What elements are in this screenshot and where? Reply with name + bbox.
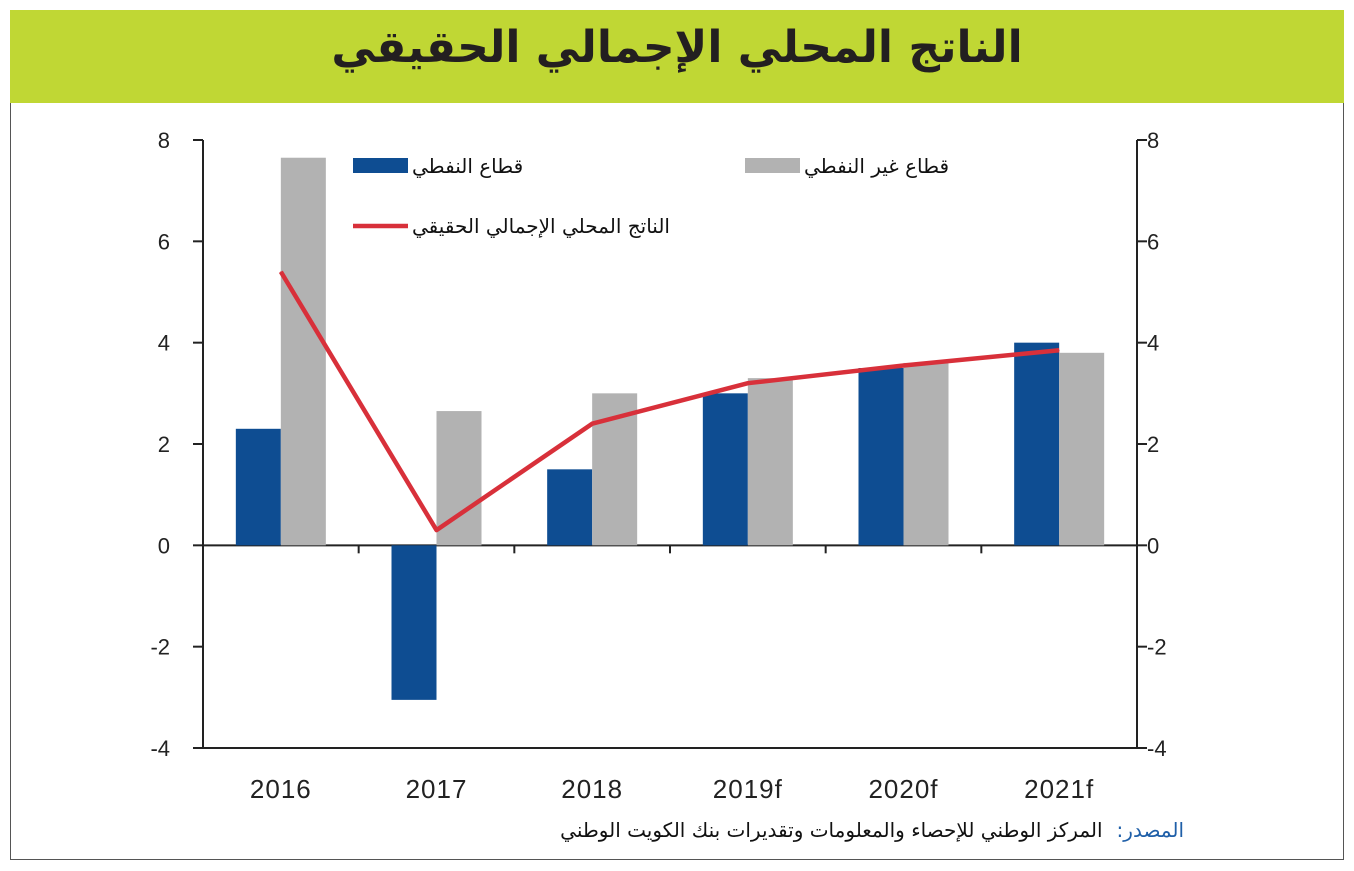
bar-oil-2016: [235, 428, 281, 546]
y-tick-label-left: -2: [150, 635, 170, 660]
x-tick-label: 2020f: [868, 774, 938, 804]
chart-frame: [10, 10, 1344, 860]
bar-non-oil-2016: [280, 157, 326, 546]
bar-non-oil-2019f: [747, 378, 793, 546]
legend-swatch-non-oil: [745, 158, 800, 173]
y-tick-label-left: -4: [150, 736, 170, 761]
source-text: المركز الوطني للإحصاء والمعلومات وتقديرا…: [560, 818, 1103, 842]
y-tick-label-left: 6: [158, 229, 170, 254]
gdp-point-2016: [280, 271, 282, 273]
y-tick-label-right: 0: [1147, 533, 1159, 558]
x-tick-label: 2019f: [713, 774, 783, 804]
legend-label-non-oil: قطاع غير النفطي: [804, 154, 949, 179]
y-tick-label-left: 2: [158, 432, 170, 457]
bar-oil-2019f: [702, 393, 748, 546]
bar-oil-2021f: [1014, 342, 1060, 546]
bar-non-oil-2021f: [1059, 352, 1105, 546]
gdp-line: [278, 270, 1060, 533]
gdp-point-2018: [591, 423, 593, 425]
legend-label-gdp: الناتج المحلي الإجمالي الحقيقي: [412, 214, 670, 239]
legend-label-oil: قطاع النفطي: [412, 154, 523, 179]
x-tick-label: 2016: [250, 774, 312, 804]
source-label: المصدر:: [1116, 818, 1184, 842]
bar-oil-2020f: [858, 368, 904, 546]
title-bar: الناتج المحلي الإجمالي الحقيقي: [10, 10, 1344, 103]
chart-title: الناتج المحلي الإجمالي الحقيقي: [331, 22, 1023, 73]
gdp-point-2017: [436, 529, 437, 531]
gdp-point-2021f: [1058, 349, 1060, 351]
bar-oil-2017: [391, 545, 437, 700]
y-tick-label-left: 4: [158, 331, 170, 356]
y-tick-label-left: 0: [158, 533, 170, 558]
y-tick-label-right: 8: [1147, 128, 1159, 153]
gdp-point-2020f: [903, 364, 904, 366]
source-note: المصدر: المركز الوطني للإحصاء والمعلومات …: [560, 818, 1184, 842]
x-tick-label: 2021f: [1024, 774, 1094, 804]
y-tick-label-right: 4: [1147, 331, 1159, 356]
gdp-point-2019f: [747, 382, 749, 384]
x-tick-label: 2017: [406, 774, 468, 804]
legend-swatch-oil: [353, 158, 408, 173]
y-tick-label-left: 8: [158, 128, 170, 153]
y-tick-label-right: -2: [1147, 635, 1167, 660]
y-tick-label-right: 2: [1147, 432, 1159, 457]
bar-non-oil-2020f: [903, 362, 949, 546]
x-tick-label: 2018: [561, 774, 623, 804]
y-tick-label-right: 6: [1147, 229, 1159, 254]
bar-oil-2018: [547, 469, 593, 546]
y-tick-label-right: -4: [1147, 736, 1167, 761]
